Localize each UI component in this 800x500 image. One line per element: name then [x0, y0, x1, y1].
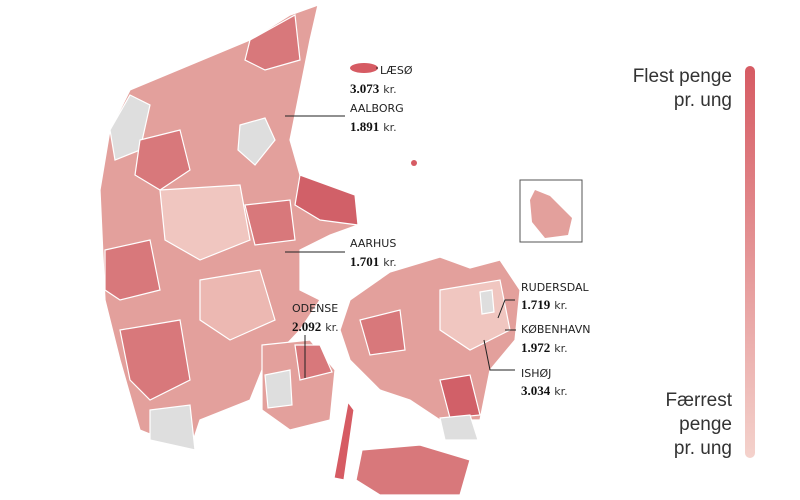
- region: [199, 269, 276, 341]
- legend: Flest penge pr. ung Færrest penge pr. un…: [633, 66, 755, 459]
- place-name: KØBENHAVN: [521, 323, 590, 336]
- region: [244, 14, 301, 71]
- amount: 1.719 kr.: [521, 296, 568, 313]
- leader-line: [497, 299, 515, 319]
- region: [244, 199, 296, 246]
- bornholm: [530, 190, 572, 238]
- region: [159, 184, 251, 261]
- region: [237, 117, 276, 166]
- legend-bottom: Færrest: [666, 390, 733, 411]
- inset-frame: [519, 179, 583, 243]
- amount: 2.092 kr.: [292, 318, 339, 335]
- place-name: LÆSØ: [380, 64, 413, 77]
- leaders: [285, 67, 516, 378]
- amount: 3.073 kr.: [350, 80, 397, 97]
- place-name: RUDERSDAL: [521, 281, 590, 294]
- legend-top: Flest penge: [633, 66, 732, 87]
- regions: [99, 4, 583, 496]
- region: [479, 289, 495, 315]
- place-name: ISHØJ: [521, 367, 551, 380]
- region: [134, 129, 191, 191]
- region: [104, 239, 161, 301]
- amount: 1.701 kr.: [350, 253, 397, 270]
- anholt: [411, 160, 417, 166]
- place-name: AARHUS: [350, 237, 396, 250]
- region: [439, 414, 479, 441]
- region: [294, 344, 333, 381]
- annotations: LÆSØ 3.073 kr. AALBORG 1.891 kr. AARHUS …: [292, 64, 590, 399]
- laesoe: [350, 63, 378, 73]
- legend-bottom: pr. ung: [674, 438, 732, 459]
- langeland: [333, 400, 355, 481]
- region: [119, 319, 191, 401]
- region: [149, 404, 196, 451]
- legend-bar: [745, 66, 755, 458]
- amount: 1.972 kr.: [521, 339, 568, 356]
- region: [294, 174, 359, 226]
- lolland: [355, 444, 471, 496]
- place-name: ODENSE: [292, 302, 338, 315]
- legend-bottom: penge: [679, 414, 732, 435]
- region: [439, 374, 481, 419]
- region: [359, 309, 406, 356]
- amount: 3.034 kr.: [521, 382, 568, 399]
- region: [264, 369, 293, 409]
- leader-line: [483, 339, 515, 371]
- place-name: AALBORG: [350, 102, 404, 115]
- amount: 1.891 kr.: [350, 118, 397, 135]
- legend-top: pr. ung: [674, 90, 732, 111]
